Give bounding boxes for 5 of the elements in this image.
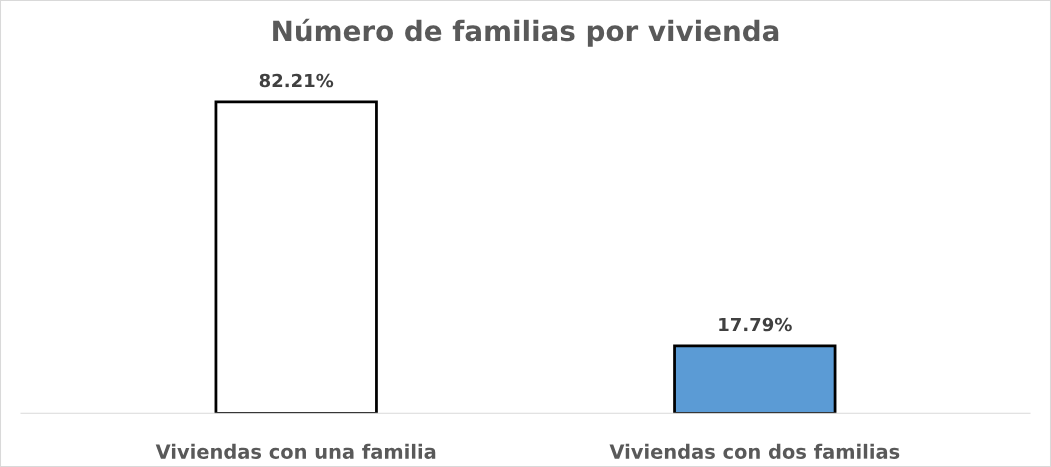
chart-title: Número de familias por vivienda xyxy=(273,18,779,47)
data-label: 82.21% xyxy=(259,73,334,88)
x-tick-label: Viviendas con una familia xyxy=(155,443,436,459)
x-tick-label: Viviendas con dos familias xyxy=(609,443,900,459)
data-label: 17.79% xyxy=(719,317,792,332)
